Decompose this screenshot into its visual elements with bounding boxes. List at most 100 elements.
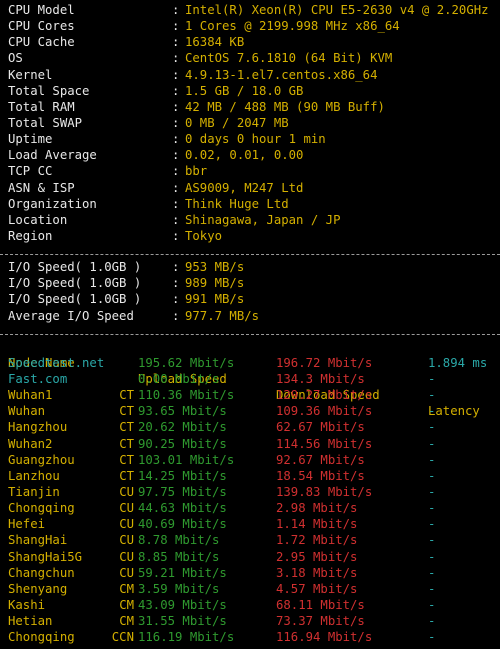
info-separator: : [172, 99, 180, 114]
node-name: Speedtest.net [8, 355, 105, 370]
info-separator: : [172, 228, 180, 243]
header-upload-speed: Upload Speed [138, 371, 227, 386]
latency: - [428, 630, 436, 645]
info-row-location: Location: Shinagawa, Japan / JP [0, 212, 500, 228]
info-key: CPU Cores [8, 19, 75, 34]
info-value: 42 MB / 488 MB (90 MB Buff) [185, 99, 385, 114]
io-value: 989 MB/s [185, 276, 245, 291]
system-info-section: CPU Model: Intel(R) Xeon(R) CPU E5-2630 v… [0, 2, 500, 244]
speed-row: Chongqing CCN 116.19 Mbit/s 116.94 Mbit/s - [0, 629, 500, 645]
isp-tag: CU [119, 484, 134, 499]
download-speed: 3.18 Mbit/s [276, 565, 358, 580]
io-row: I/O Speed( 1.0GB ):953 MB/s [0, 259, 500, 275]
latency: 1.894 ms [428, 355, 488, 370]
info-value: 16384 KB [185, 35, 245, 50]
upload-speed: 103.01 Mbit/s [138, 452, 235, 467]
node-name: Wuhan2 [8, 436, 53, 451]
speed-row: ShangHai5G CU 8.85 Mbit/s 2.95 Mbit/s - [0, 549, 500, 565]
upload-speed: 0.00 Mbit/s [138, 371, 220, 386]
info-value: 1.5 GB / 18.0 GB [185, 83, 304, 98]
node-name: Shenyang [8, 581, 68, 596]
download-speed: 73.37 Mbit/s [276, 614, 365, 629]
speed-row: Wuhan1 CT 110.36 Mbit/s 129.27 Mbit/s - [0, 387, 500, 403]
isp-tag: CU [119, 501, 134, 516]
info-row-total-space: Total Space:1.5 GB / 18.0 GB [0, 83, 500, 99]
speed-row: Tianjin CU 97.75 Mbit/s 139.83 Mbit/s - [0, 484, 500, 500]
node-name: Fast.com [8, 371, 68, 386]
speed-row: Lanzhou CT 14.25 Mbit/s 18.54 Mbit/s - [0, 468, 500, 484]
latency: - [428, 468, 436, 483]
io-separator: : [172, 292, 180, 307]
info-value: Shinagawa, Japan / JP [185, 212, 341, 227]
upload-speed: 40.69 Mbit/s [138, 517, 227, 532]
io-key: I/O Speed( 1.0GB ) [8, 260, 142, 275]
info-row-cpu-model: CPU Model: Intel(R) Xeon(R) CPU E5-2630 v… [0, 2, 500, 18]
isp-tag: CT [119, 404, 134, 419]
speed-row: Speedtest.net 195.62 Mbit/s 196.72 Mbit/s 1… [0, 355, 500, 371]
info-value: 0.02, 0.01, 0.00 [185, 148, 304, 163]
download-speed: 196.72 Mbit/s [276, 355, 373, 370]
info-value: Think Huge Ltd [185, 196, 289, 211]
upload-speed: 93.65 Mbit/s [138, 404, 227, 419]
info-separator: : [172, 132, 180, 147]
info-separator: : [172, 35, 180, 50]
node-name: Hetian [8, 614, 53, 629]
io-separator: : [172, 276, 180, 291]
header-download-speed: Download Speed [276, 388, 380, 403]
info-row-cpu-cache: CPU Cache:16384 KB [0, 34, 500, 50]
speed-row: Changchun CU 59.21 Mbit/s 3.18 Mbit/s - [0, 565, 500, 581]
download-speed: 114.56 Mbit/s [276, 436, 373, 451]
upload-speed: 3.59 Mbit/s [138, 581, 220, 596]
speed-row: Fast.com 0.00 Mbit/s 134.3 Mbit/s - [0, 371, 500, 387]
io-value: 991 MB/s [185, 292, 245, 307]
info-row-region: Region: Tokyo [0, 228, 500, 244]
download-speed: 62.67 Mbit/s [276, 420, 365, 435]
download-speed: 109.36 Mbit/s [276, 404, 373, 419]
upload-speed: 14.25 Mbit/s [138, 468, 227, 483]
info-key: Total SWAP [8, 115, 83, 130]
latency: - [428, 565, 436, 580]
io-value: 977.7 MB/s [185, 308, 260, 323]
io-key: Average I/O Speed [8, 308, 134, 323]
download-speed: 2.98 Mbit/s [276, 501, 358, 516]
download-speed: 1.14 Mbit/s [276, 517, 358, 532]
upload-speed: 110.36 Mbit/s [138, 388, 235, 403]
speed-row: Hangzhou CT 20.62 Mbit/s 62.67 Mbit/s - [0, 419, 500, 435]
isp-tag: CU [119, 533, 134, 548]
download-speed: 116.94 Mbit/s [276, 630, 373, 645]
isp-tag: CT [119, 452, 134, 467]
isp-tag: CU [119, 549, 134, 564]
download-speed: 2.95 Mbit/s [276, 549, 358, 564]
io-row-average: Average I/O Speed:977.7 MB/s [0, 308, 500, 324]
download-speed: 68.11 Mbit/s [276, 597, 365, 612]
io-separator: : [172, 260, 180, 275]
info-row-cpu-cores: CPU Cores:1 Cores @ 2199.998 MHz x86_64 [0, 18, 500, 34]
speed-row: Hetian CM 31.55 Mbit/s 73.37 Mbit/s - [0, 613, 500, 629]
info-value: 0 days 0 hour 1 min [185, 132, 326, 147]
info-separator: : [172, 3, 180, 17]
info-row-os: OS: CentOS 7.6.1810 (64 Bit) KVM [0, 50, 500, 66]
upload-speed: 8.78 Mbit/s [138, 533, 220, 548]
download-speed: 18.54 Mbit/s [276, 468, 365, 483]
io-separator: : [172, 308, 180, 323]
info-row-total-ram: Total RAM:42 MB / 488 MB (90 MB Buff) [0, 99, 500, 115]
info-value: 1 Cores @ 2199.998 MHz x86_64 [185, 19, 400, 34]
info-key: Region [8, 228, 53, 243]
info-row-organization: Organization: Think Huge Ltd [0, 196, 500, 212]
info-row-total-swap: Total SWAP:0 MB / 2047 MB [0, 115, 500, 131]
isp-tag: CT [119, 388, 134, 403]
io-key: I/O Speed( 1.0GB ) [8, 276, 142, 291]
info-separator: : [172, 51, 180, 66]
info-value: AS9009, M247 Ltd [185, 180, 304, 195]
info-key: CPU Cache [8, 35, 75, 50]
info-key: Load Average [8, 148, 97, 163]
io-row: I/O Speed( 1.0GB ):989 MB/s [0, 275, 500, 291]
info-row-uptime: Uptime:0 days 0 hour 1 min [0, 131, 500, 147]
node-name: Wuhan1 [8, 388, 53, 403]
download-speed: 134.3 Mbit/s [276, 371, 365, 386]
node-name: Lanzhou [8, 468, 60, 483]
upload-speed: 90.25 Mbit/s [138, 436, 227, 451]
info-key: Kernel [8, 67, 53, 82]
info-separator: : [172, 83, 180, 98]
io-row: I/O Speed( 1.0GB ):991 MB/s [0, 291, 500, 307]
